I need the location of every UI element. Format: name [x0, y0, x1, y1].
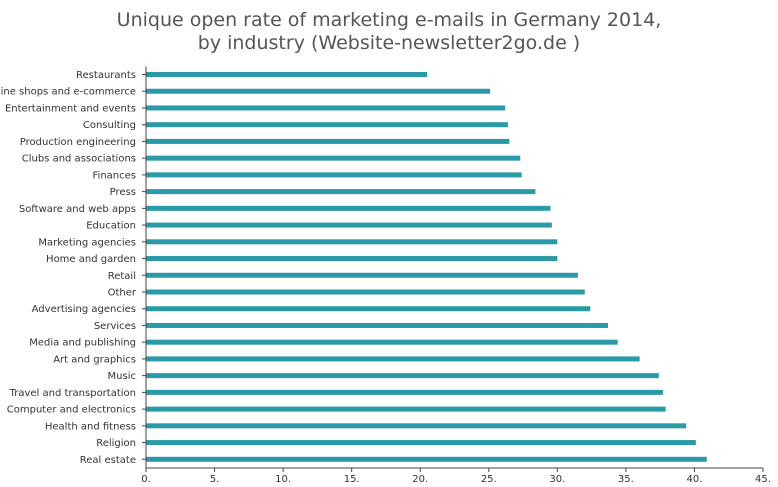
bar	[146, 406, 666, 412]
bar	[146, 205, 551, 211]
category-label: Religion	[96, 438, 136, 449]
category-label: Online shops and e-commerce	[0, 87, 136, 98]
bar	[146, 389, 663, 395]
x-tick-label: 25.	[481, 474, 497, 485]
category-label: Production engineering	[20, 137, 136, 148]
category-label: Marketing agencies	[38, 237, 136, 248]
bar	[146, 272, 578, 278]
bar	[146, 322, 609, 328]
category-label: Press	[110, 187, 136, 198]
category-label: Services	[94, 321, 136, 332]
bar	[146, 339, 618, 345]
bar	[146, 239, 558, 245]
bar	[146, 72, 428, 77]
category-label: Music	[108, 371, 136, 382]
category-label: Media and publishing	[29, 338, 136, 349]
chart-title: Unique open rate of marketing e-mails in…	[116, 9, 662, 31]
bar	[146, 88, 491, 94]
category-label: Other	[108, 287, 137, 298]
x-tick-label: 20.	[412, 474, 428, 485]
category-label: Real estate	[80, 455, 136, 466]
category-label: Advertising agencies	[32, 304, 136, 315]
bar	[146, 222, 552, 228]
category-label: Consulting	[83, 120, 136, 131]
bar	[146, 440, 696, 446]
category-label: Retail	[108, 271, 136, 282]
x-tick-label: 35.	[618, 474, 634, 485]
category-label: Travel and transportation	[9, 388, 136, 399]
x-tick-label: 30.	[549, 474, 565, 485]
category-label: Computer and electronics	[7, 405, 136, 416]
category-label: Home and garden	[46, 254, 136, 265]
bar	[146, 189, 536, 195]
category-label: Entertainment and events	[5, 103, 136, 114]
bar	[146, 155, 521, 161]
bar	[146, 122, 508, 128]
x-tick-label: 0.	[141, 474, 151, 485]
category-label: Software and web apps	[19, 204, 136, 215]
category-label: Art and graphics	[53, 354, 136, 365]
x-tick-label: 15.	[344, 474, 360, 485]
bar	[146, 356, 640, 362]
bar	[146, 456, 707, 462]
x-tick-label: 10.	[275, 474, 291, 485]
chart-subtitle: by industry (Website-newsletter2go.de )	[197, 32, 581, 54]
category-label: Education	[86, 221, 136, 232]
bar	[146, 105, 506, 111]
x-tick-label: 40.	[686, 474, 702, 485]
x-tick-label: 45.	[755, 474, 771, 485]
category-label: Restaurants	[76, 70, 136, 81]
bar	[146, 172, 522, 178]
bar	[146, 289, 585, 295]
category-label: Finances	[93, 170, 136, 181]
bar	[146, 256, 558, 262]
bar	[146, 306, 591, 312]
category-label: Clubs and associations	[22, 154, 136, 165]
bar	[146, 373, 659, 379]
bar	[146, 423, 687, 429]
bar	[146, 138, 510, 144]
x-tick-label: 5.	[210, 474, 220, 485]
category-label: Health and fitness	[45, 421, 136, 432]
